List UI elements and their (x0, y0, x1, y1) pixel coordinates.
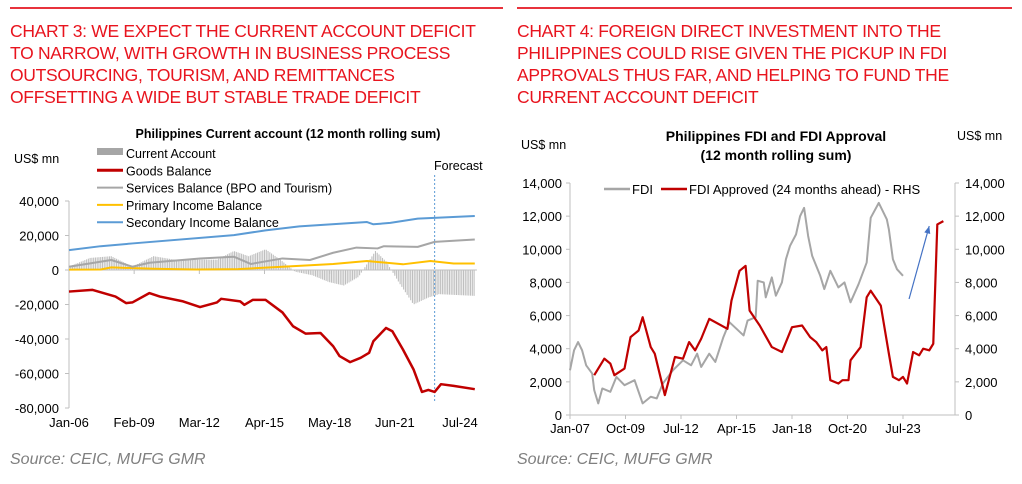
legend-label: Services Balance (BPO and Tourism) (126, 182, 332, 196)
trend-arrow-shaft (908, 225, 930, 300)
y-tick-label-right: 4,000 (965, 342, 998, 357)
trend-arrow-head-icon (924, 226, 931, 235)
series-line-services-balance-bpo-and-tourism- (68, 238, 475, 268)
y-tick-label: 20,000 (19, 229, 59, 244)
y-axis-label: US$ mn (14, 152, 59, 166)
legend-label: Secondary Income Balance (126, 216, 279, 230)
y-tick-label: -80,000 (15, 401, 59, 416)
fdi-approved-line (593, 220, 944, 397)
legend-label: Goods Balance (126, 164, 212, 178)
y-tick-label-left: 14,000 (522, 176, 562, 191)
y-tick-label: 40,000 (19, 194, 59, 209)
heading-line: OUTSOURCING, TOURISM, AND REMITTANCES (10, 65, 395, 85)
x-tick-label: Oct-09 (606, 421, 645, 436)
x-tick-label: Apr-15 (245, 415, 284, 430)
chart-subtitle: (12 month rolling sum) (701, 147, 852, 163)
fdi-line (569, 201, 904, 405)
chart3-source: Source: CEIC, MUFG GMR (10, 451, 206, 468)
x-tick-label: Mar-12 (179, 415, 220, 430)
x-tick-label: Jan-07 (550, 421, 590, 436)
series-line-primary-income-balance (68, 260, 475, 271)
heading-line: APPROVALS THUS FAR, AND HELPING TO FUND … (517, 65, 949, 85)
y-tick-label-left: 8,000 (529, 275, 562, 290)
x-tick-label: May-18 (308, 415, 351, 430)
y-tick-label-right: 12,000 (965, 209, 1005, 224)
chart-title: Philippines FDI and FDI Approval (666, 128, 886, 144)
y-tick-label-left: 10,000 (522, 242, 562, 257)
x-tick-label: Jul-23 (885, 421, 920, 436)
x-tick-label: Jun-21 (375, 415, 415, 430)
y-tick-label-right: 8,000 (965, 275, 998, 290)
y-axis-label-right: US$ mn (957, 129, 1002, 143)
x-tick-label: Feb-09 (114, 415, 155, 430)
legend-label: Primary Income Balance (126, 199, 262, 213)
heading-line: CHART 4: FOREIGN DIRECT INVESTMENT INTO … (517, 21, 941, 41)
x-tick-label: Jan-18 (772, 421, 812, 436)
y-axis-label-left: US$ mn (521, 138, 566, 152)
y-tick-label-right: 2,000 (965, 375, 998, 390)
legend-swatch-current-account (97, 148, 123, 155)
left-header-rule (10, 7, 503, 9)
y-tick-label-right: 6,000 (965, 309, 998, 324)
legend-label: FDI Approved (24 months ahead) - RHS (689, 182, 921, 197)
heading-line: OFFSETTING A WIDE BUT STABLE TRADE DEFIC… (10, 87, 421, 107)
chart-title: Philippines Current account (12 month ro… (136, 127, 441, 141)
y-tick-label-right: 14,000 (965, 176, 1005, 191)
x-tick-label: Oct-20 (828, 421, 867, 436)
y-tick-label-left: 6,000 (529, 309, 562, 324)
y-tick-label: 0 (52, 263, 59, 278)
y-tick-label-right: 10,000 (965, 242, 1005, 257)
x-tick-label: Apr-15 (717, 421, 756, 436)
heading-line: CURRENT ACCOUNT DEFICIT (517, 87, 759, 107)
y-tick-label-left: 4,000 (529, 342, 562, 357)
y-tick-label-left: 0 (555, 408, 562, 423)
heading-line: TO NARROW, WITH GROWTH IN BUSINESS PROCE… (10, 43, 451, 63)
legend-label: FDI (632, 182, 653, 197)
y-tick-label-left: 12,000 (522, 209, 562, 224)
y-tick-label: -20,000 (15, 298, 59, 313)
chart3-heading: CHART 3: WE EXPECT THE CURRENT ACCOUNT D… (10, 20, 510, 108)
x-tick-label: Jul-24 (442, 415, 477, 430)
y-tick-label-left: 2,000 (529, 375, 562, 390)
right-header-rule (517, 7, 1012, 9)
x-tick-label: Jan-06 (49, 415, 89, 430)
series-line-goods-balance (68, 288, 475, 394)
legend-label: Current Account (126, 147, 216, 161)
chart4-source: Source: CEIC, MUFG GMR (517, 451, 713, 468)
chart4-heading: CHART 4: FOREIGN DIRECT INVESTMENT INTO … (517, 20, 1017, 108)
y-tick-label-right: 0 (965, 408, 972, 423)
forecast-label: Forecast (434, 159, 483, 173)
y-tick-label: -60,000 (15, 367, 59, 382)
y-tick-label: -40,000 (15, 332, 59, 347)
current-account-chart: Philippines Current account (12 month ro… (14, 127, 483, 430)
series-line-secondary-income-balance (68, 215, 475, 252)
heading-line: PHILIPPINES COULD RISE GIVEN THE PICKUP … (517, 43, 947, 63)
heading-line: CHART 3: WE EXPECT THE CURRENT ACCOUNT D… (10, 21, 476, 41)
x-tick-label: Jul-12 (663, 421, 698, 436)
